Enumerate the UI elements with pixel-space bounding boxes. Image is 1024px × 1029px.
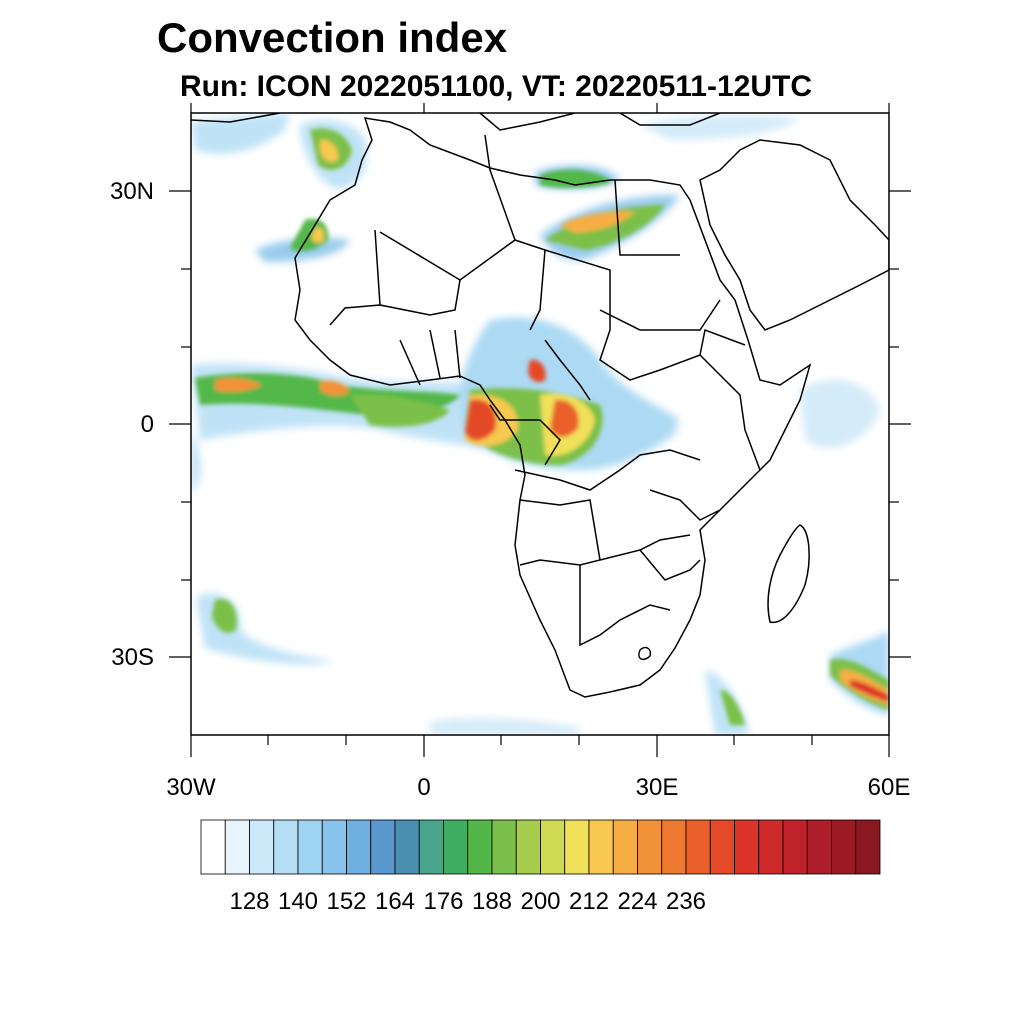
country-borders	[191, 113, 889, 698]
colorbar-tick-label: 212	[568, 888, 610, 915]
colorbar-swatch	[443, 819, 469, 875]
colorbar-swatch	[515, 819, 541, 875]
colorbar-tick-label: 164	[374, 888, 416, 915]
convection-field	[191, 113, 889, 735]
colorbar-swatch	[758, 819, 784, 875]
colorbar-swatch	[855, 819, 881, 875]
colorbar-swatch	[709, 819, 735, 875]
lon-label-30w: 30W	[166, 774, 216, 801]
colorbar-swatch	[491, 819, 517, 875]
colorbar-tick-label: 200	[520, 888, 561, 915]
axis-ticks	[169, 103, 911, 757]
colorbar-tick-label: 140	[277, 888, 319, 915]
lat-label-30n: 30N	[109, 178, 154, 205]
colorbar-swatch	[297, 819, 323, 875]
colorbar-swatch	[588, 819, 614, 875]
colorbar-swatch	[273, 819, 299, 875]
lat-label-30s: 30S	[111, 644, 154, 671]
colorbar-swatch	[612, 819, 638, 875]
colorbar-tick-label: 224	[617, 888, 658, 915]
lon-label-0: 0	[417, 774, 431, 801]
colorbar	[200, 819, 881, 875]
colorbar-tick-label: 188	[471, 888, 513, 915]
colorbar-swatch	[467, 819, 493, 875]
colorbar-swatch	[394, 819, 420, 875]
colorbar-swatch	[224, 819, 250, 875]
colorbar-tick-label: 176	[423, 888, 464, 915]
colorbar-swatch	[661, 819, 687, 875]
map-subtitle: Run: ICON 2022051100, VT: 20220511-12UTC	[180, 70, 813, 103]
lon-label-60e: 60E	[867, 774, 911, 801]
lat-label-0: 0	[140, 411, 154, 438]
colorbar-swatch	[806, 819, 832, 875]
colorbar-swatch	[540, 819, 566, 875]
colorbar-swatch	[200, 819, 226, 875]
colorbar-swatch	[564, 819, 590, 875]
colorbar-swatch	[346, 819, 372, 875]
colorbar-tick-label: 152	[326, 888, 367, 915]
colorbar-swatch	[249, 819, 275, 875]
colorbar-tick-label: 236	[665, 888, 707, 915]
colorbar-swatch	[370, 819, 396, 875]
map-title: Convection index	[157, 14, 508, 61]
colorbar-swatch	[685, 819, 711, 875]
lon-label-30e: 30E	[635, 774, 679, 801]
colorbar-swatch	[637, 819, 663, 875]
colorbar-swatch	[831, 819, 857, 875]
colorbar-swatch	[734, 819, 760, 875]
colorbar-swatch	[321, 819, 347, 875]
colorbar-tick-label: 128	[229, 888, 270, 915]
colorbar-swatch	[418, 819, 444, 875]
colorbar-swatch	[782, 819, 808, 875]
